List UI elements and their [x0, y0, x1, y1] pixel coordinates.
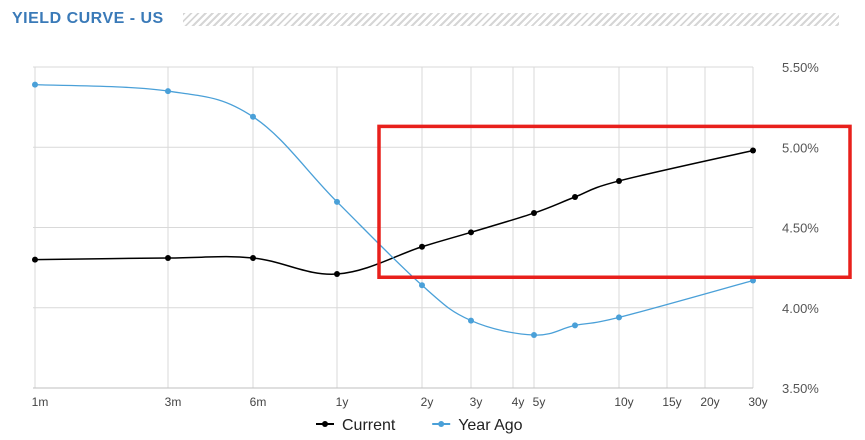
legend-item[interactable]: Year Ago — [432, 417, 523, 434]
y-axis-tick-labels: 5.50% 5.00% 4.50% 4.00% 3.50% — [782, 60, 819, 396]
series-line — [34, 149, 754, 275]
data-point — [32, 81, 38, 88]
data-point — [250, 113, 256, 120]
legend-label: Current — [342, 417, 396, 434]
data-point — [32, 256, 38, 263]
data-point — [165, 254, 171, 261]
data-point — [616, 314, 622, 321]
series-year-ago — [32, 81, 756, 339]
chart-header: YIELD CURVE - US — [0, 0, 865, 40]
data-point — [572, 194, 578, 201]
data-point — [572, 322, 578, 329]
x-tick-label: 1m — [32, 395, 49, 409]
data-point — [334, 271, 340, 278]
legend-dot-icon — [322, 421, 328, 427]
legend-item[interactable]: Current — [316, 417, 396, 434]
chart-series — [32, 81, 756, 339]
x-tick-label: 3m — [165, 395, 182, 409]
data-point — [334, 198, 340, 205]
x-tick-label: 15y — [662, 395, 681, 409]
y-tick-label: 3.50% — [782, 381, 819, 396]
data-point — [531, 210, 537, 217]
legend-label: Year Ago — [458, 417, 522, 434]
x-tick-label: 2y — [421, 395, 434, 409]
y-tick-label: 5.00% — [782, 140, 819, 155]
y-tick-label: 4.00% — [782, 301, 819, 316]
chart-annotations — [377, 124, 852, 280]
series-current — [32, 147, 756, 278]
legend-dot-icon — [438, 421, 445, 427]
data-point — [250, 254, 256, 261]
data-point — [750, 147, 756, 154]
data-point — [468, 317, 474, 324]
x-axis-tick-labels: 1m 3m 6m 1y 2y 3y 4y 5y 10y 15y 20y 30y — [32, 395, 768, 409]
x-tick-label: 4y — [512, 395, 525, 409]
series-line — [34, 84, 754, 336]
y-tick-label: 5.50% — [782, 60, 819, 75]
data-point — [531, 332, 537, 339]
grid-lines — [33, 66, 754, 389]
x-tick-label: 10y — [614, 395, 633, 409]
data-point — [616, 177, 622, 184]
header-hatch-decoration — [183, 13, 839, 26]
chart-title: YIELD CURVE - US — [12, 10, 164, 27]
data-point — [419, 243, 425, 250]
data-point — [468, 229, 474, 236]
data-point — [419, 282, 425, 289]
x-tick-label: 30y — [748, 395, 767, 409]
chart-legend[interactable]: Current Year Ago — [316, 417, 523, 434]
x-tick-label: 6m — [250, 395, 267, 409]
x-tick-label: 20y — [700, 395, 719, 409]
highlight-box — [377, 124, 852, 280]
x-tick-label: 5y — [533, 395, 546, 409]
x-tick-label: 1y — [336, 395, 349, 409]
data-point — [165, 88, 171, 95]
x-tick-label: 3y — [470, 395, 483, 409]
y-tick-label: 4.50% — [782, 221, 819, 236]
